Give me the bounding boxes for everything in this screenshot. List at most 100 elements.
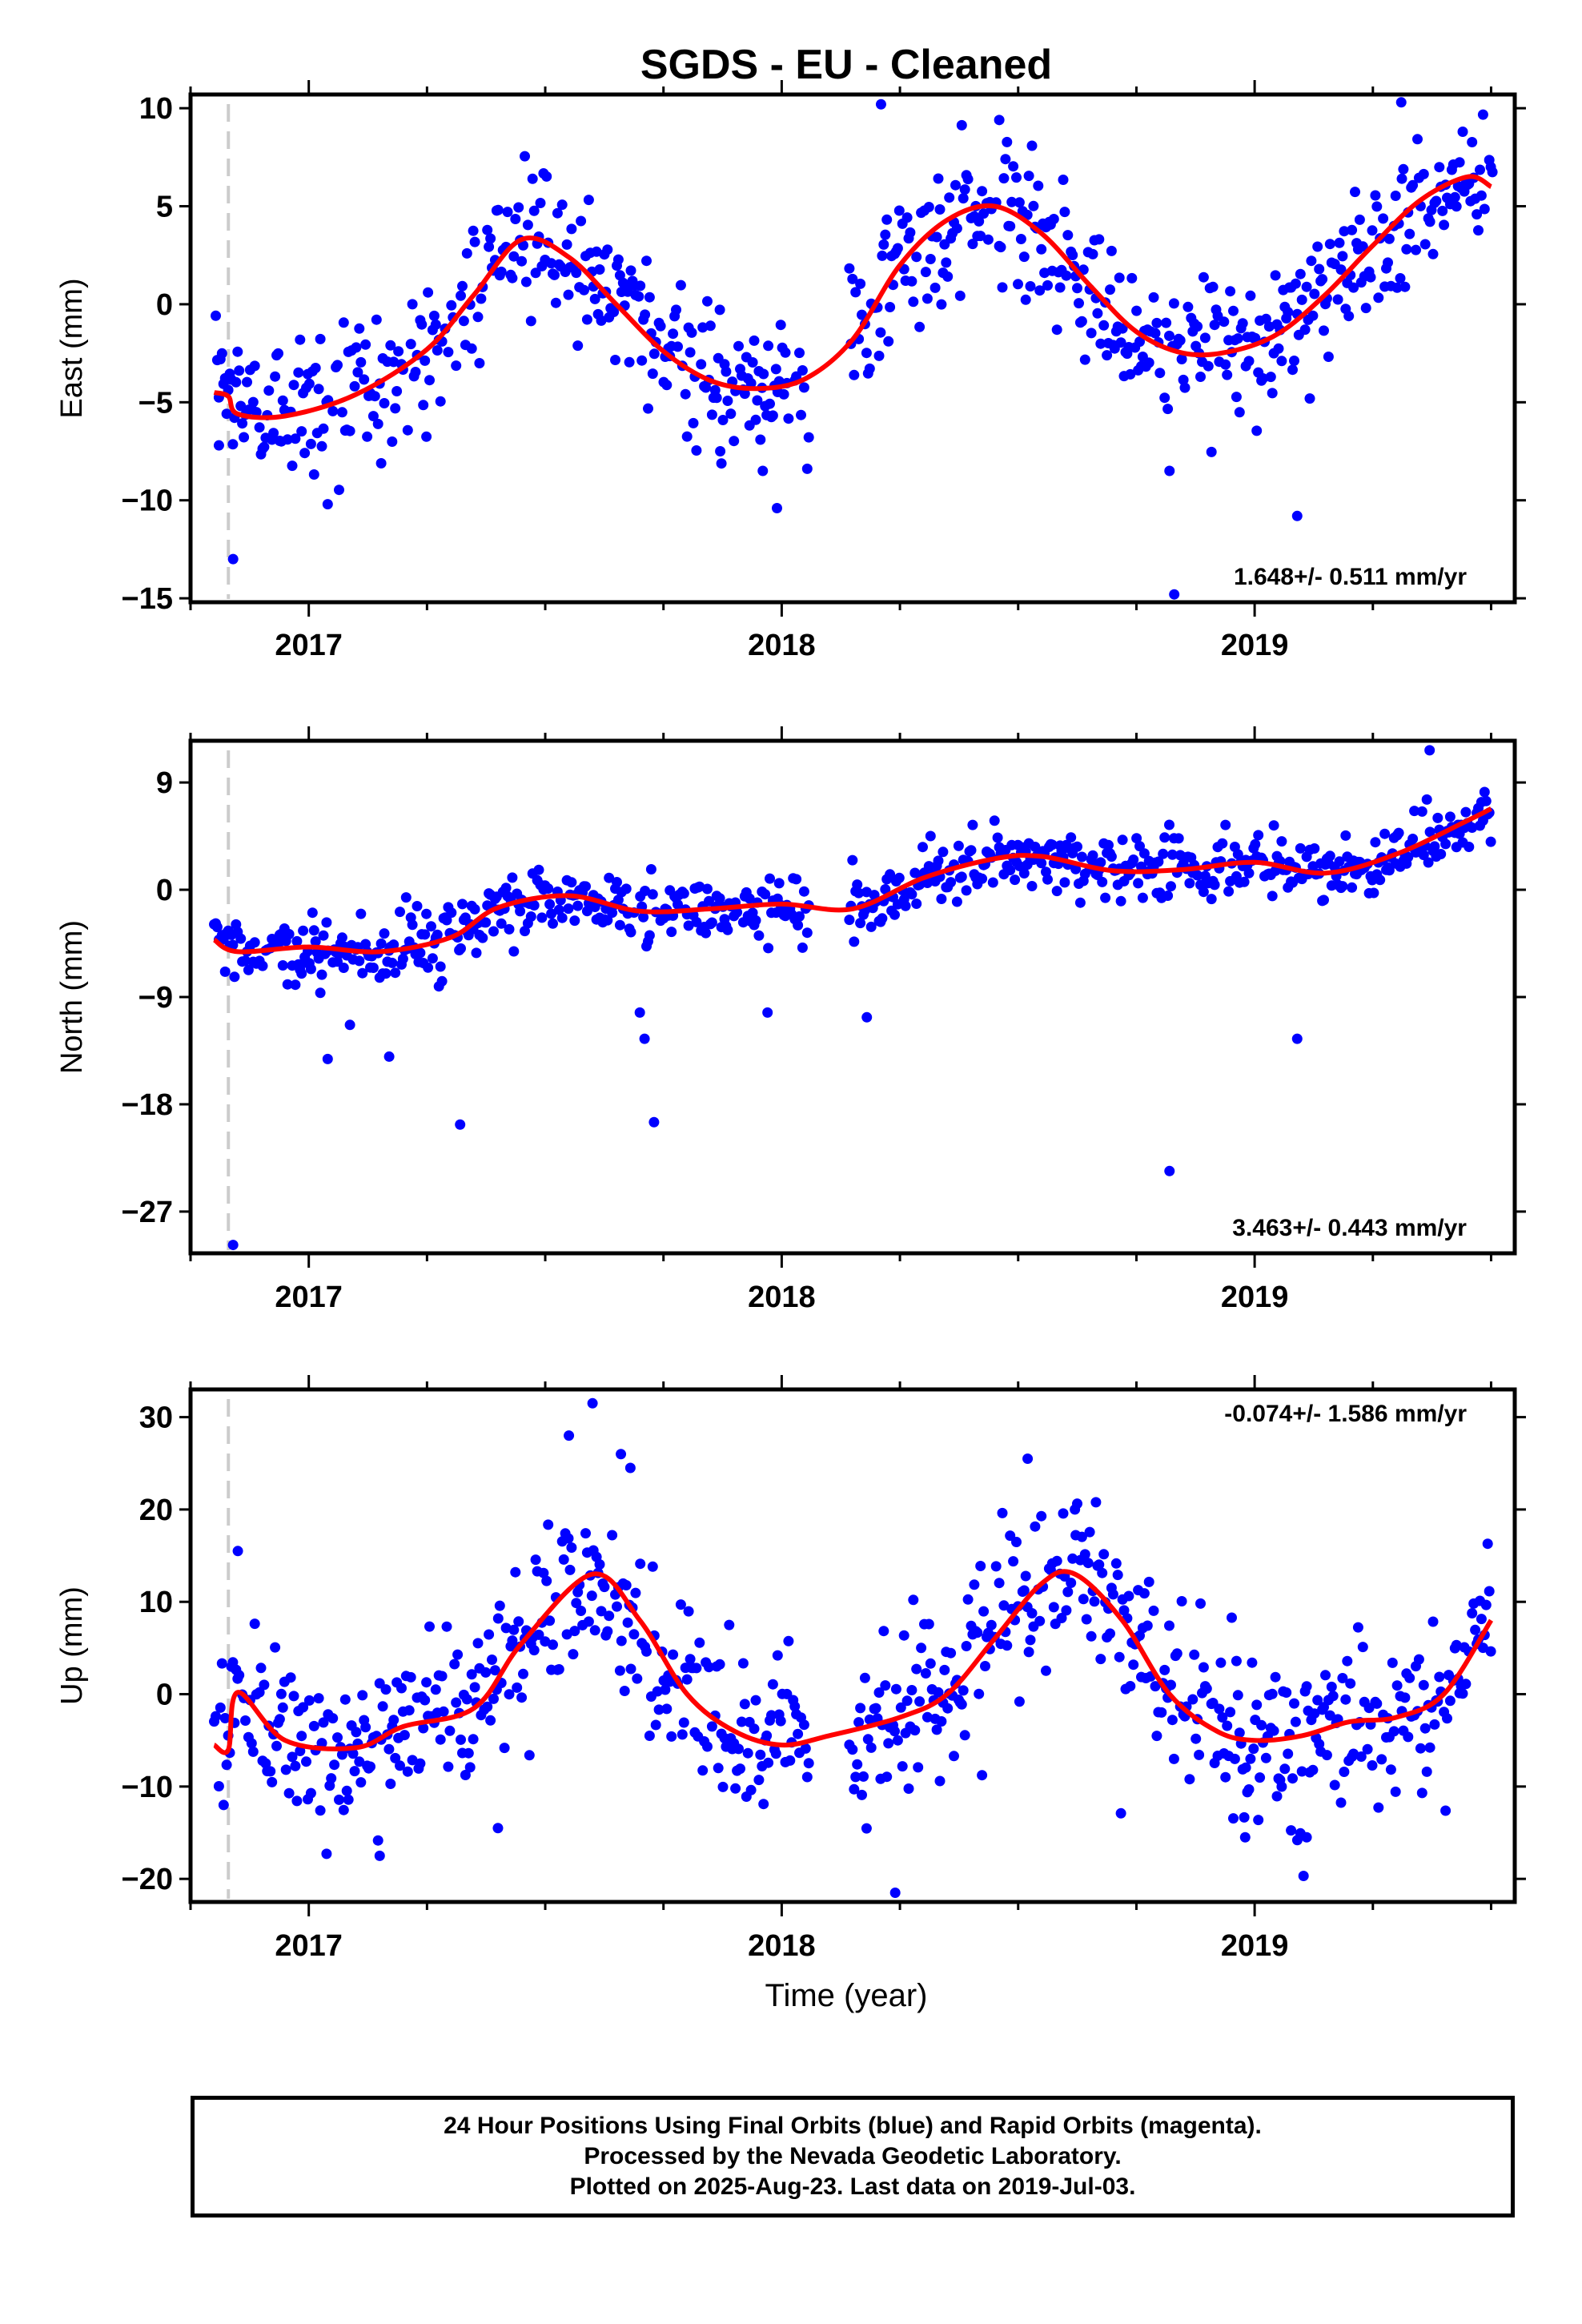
data-point: [399, 1730, 410, 1741]
data-point: [737, 1658, 749, 1669]
data-point: [316, 440, 327, 452]
data-point: [655, 320, 666, 332]
data-point: [407, 299, 418, 310]
data-point: [367, 411, 379, 422]
data-point: [1025, 281, 1036, 292]
data-point: [1128, 854, 1139, 865]
data-point: [1008, 161, 1019, 172]
data-point: [1345, 1678, 1356, 1689]
data-point: [714, 304, 725, 316]
data-point: [508, 946, 520, 957]
data-point: [889, 909, 900, 920]
data-point: [706, 1721, 717, 1732]
data-point: [1337, 881, 1348, 892]
y-tick-label: −10: [122, 485, 173, 518]
data-point: [1342, 1655, 1353, 1667]
data-point: [1225, 1707, 1236, 1718]
data-point: [750, 1695, 761, 1706]
data-point: [1409, 806, 1420, 817]
data-point: [336, 932, 347, 943]
data-point: [351, 1727, 362, 1738]
data-point: [1399, 1692, 1411, 1703]
data-point: [647, 368, 658, 380]
data-point: [1243, 1784, 1255, 1795]
data-point: [1176, 354, 1187, 364]
data-point: [1248, 1743, 1259, 1755]
data-point: [1379, 828, 1391, 839]
data-point: [1153, 856, 1164, 867]
data-point: [1173, 833, 1184, 844]
data-point: [1110, 1558, 1122, 1569]
data-point: [1317, 274, 1328, 285]
panel-up: 30 20 10 0 −10 −20 2017 2018 2019 Up (mm) -0.074+/…: [55, 1375, 1526, 1963]
data-point: [906, 275, 917, 287]
data-point: [701, 927, 712, 939]
data-point: [1335, 264, 1347, 275]
data-point: [878, 239, 889, 250]
outlier-point: [762, 1007, 773, 1018]
data-point: [1250, 838, 1261, 850]
data-point: [564, 1564, 576, 1575]
data-point: [641, 255, 652, 267]
data-point: [704, 895, 714, 907]
data-point: [1234, 407, 1245, 418]
data-point: [1105, 284, 1115, 296]
data-point: [1273, 343, 1284, 354]
data-point: [954, 290, 966, 301]
data-point: [563, 289, 574, 300]
data-point: [1000, 154, 1011, 165]
data-point: [1393, 827, 1404, 838]
data-point: [1143, 1576, 1154, 1587]
data-point: [1378, 213, 1389, 224]
data-point: [538, 1567, 549, 1578]
data-point: [291, 935, 303, 947]
data-point: [1118, 1605, 1130, 1616]
data-point: [760, 889, 771, 900]
data-point: [296, 426, 307, 437]
data-point: [1187, 1694, 1199, 1705]
data-point: [911, 251, 922, 263]
data-point: [636, 355, 648, 366]
data-point: [706, 409, 717, 420]
data-point: [1371, 201, 1383, 212]
data-point: [644, 292, 655, 303]
data-point: [908, 1594, 919, 1606]
data-point: [579, 284, 589, 296]
data-point: [1162, 404, 1174, 415]
data-point: [580, 881, 591, 892]
outlier-point: [1070, 1504, 1081, 1515]
data-point: [1470, 1624, 1481, 1635]
data-point: [1479, 203, 1490, 215]
rate-label-up: -0.074+/- 1.586 mm/yr: [1224, 1401, 1467, 1427]
data-point: [1298, 1871, 1309, 1881]
data-point: [772, 1650, 783, 1661]
data-point: [1256, 1719, 1267, 1731]
data-point: [528, 900, 540, 911]
data-point: [925, 1658, 936, 1669]
data-point: [1054, 282, 1066, 293]
data-point: [691, 445, 702, 456]
data-point: [750, 915, 761, 926]
data-point: [1090, 1497, 1102, 1508]
data-point: [1299, 324, 1311, 336]
data-point: [543, 883, 554, 894]
data-point: [1427, 1616, 1439, 1627]
data-point: [1301, 1681, 1312, 1692]
data-point: [283, 929, 295, 939]
data-point: [339, 1694, 351, 1705]
data-point: [1159, 832, 1170, 843]
data-point: [338, 963, 349, 973]
data-point: [242, 376, 252, 388]
data-point: [393, 346, 404, 357]
data-point: [496, 918, 507, 929]
data-point: [315, 1805, 326, 1816]
data-point: [1018, 1585, 1030, 1596]
data-point: [388, 356, 400, 368]
data-point: [1467, 137, 1478, 147]
data-point: [221, 408, 232, 420]
data-point: [556, 912, 568, 923]
data-point: [742, 1747, 753, 1759]
data-point: [941, 257, 952, 268]
data-point: [359, 374, 370, 385]
data-point: [1475, 164, 1485, 175]
